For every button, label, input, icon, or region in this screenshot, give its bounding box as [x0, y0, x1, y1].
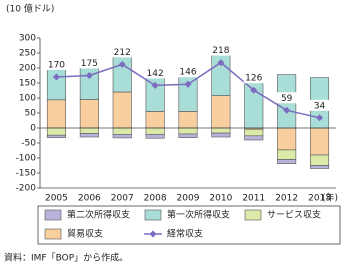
legend-label: 第二次所得収支 — [67, 209, 130, 221]
x-tick-label: 2012 — [275, 194, 298, 204]
y-tick-label: -150 — [16, 169, 37, 179]
legend-swatch — [44, 209, 62, 221]
line-marker — [250, 86, 258, 94]
data-label: 142 — [147, 69, 164, 79]
bar-segment — [277, 159, 297, 164]
line-marker — [151, 81, 159, 89]
data-label: 175 — [81, 59, 98, 69]
bar-segment — [178, 133, 198, 138]
data-label-bg — [178, 66, 198, 78]
y-tick-label: -50 — [21, 139, 36, 149]
legend-label: 貿易収支 — [67, 228, 103, 240]
bar-segment — [310, 154, 330, 166]
y-tick-label: 150 — [19, 79, 36, 89]
data-label: 34 — [314, 101, 326, 111]
bar-segment — [178, 127, 198, 135]
bar-segment — [112, 91, 132, 129]
y-tick-label: 250 — [19, 49, 36, 59]
x-tick-label: 2008 — [144, 194, 167, 204]
x-tick-label: 2007 — [111, 194, 134, 204]
y-tick-label: 50 — [25, 109, 37, 119]
bar-segment — [145, 127, 165, 135]
data-label-bg — [145, 67, 166, 79]
y-tick-label: 300 — [19, 34, 36, 44]
bar-segment — [46, 127, 66, 136]
source-note: 資料：IMF「BOP」から作成。 — [4, 252, 128, 264]
legend-swatch — [244, 209, 262, 221]
bar-segment — [112, 134, 132, 139]
y-tick-label: 200 — [19, 64, 36, 74]
data-label-bg — [276, 92, 297, 104]
bar-segment — [79, 99, 99, 129]
bar-segment — [310, 127, 330, 156]
line-marker — [283, 106, 291, 114]
data-label-bg — [309, 99, 330, 111]
bar-segment — [178, 111, 198, 129]
line-marker — [217, 59, 225, 67]
x-tick-label: 2009 — [177, 194, 200, 204]
x-tick-label: 2010 — [209, 194, 232, 204]
legend-label: 第一次所得収支 — [167, 209, 230, 221]
line-marker — [184, 80, 192, 88]
y-tick-label: -200 — [16, 184, 37, 194]
line-marker — [52, 73, 60, 81]
bar-segment — [79, 127, 99, 134]
bar-segment — [211, 127, 231, 134]
data-label: 218 — [212, 46, 229, 56]
bar-segment — [112, 127, 132, 135]
data-label-bg — [112, 46, 133, 58]
legend-box — [37, 205, 341, 245]
bar-segment — [310, 165, 330, 169]
legend-swatch — [44, 228, 62, 240]
legend-swatch — [144, 209, 162, 221]
x-axis-unit: (年) — [322, 192, 338, 204]
bar-segment — [277, 149, 297, 160]
line-marker — [85, 72, 93, 79]
x-tick-label: 2006 — [78, 194, 101, 204]
y-tick-label: 100 — [19, 94, 36, 104]
data-label: 146 — [179, 68, 196, 78]
bar-segment — [211, 95, 231, 129]
y-axis-title: (10 億ドル) — [6, 3, 54, 15]
line-marker — [118, 60, 126, 68]
legend-label: サービス収支 — [267, 209, 321, 221]
data-label: 212 — [114, 48, 131, 58]
bar-segment — [277, 127, 297, 151]
bar-segment — [46, 99, 66, 129]
legend-label: 経常収支 — [167, 228, 203, 240]
x-tick-label: 2011 — [242, 194, 265, 204]
y-tick-label: -100 — [16, 154, 37, 164]
bar-segment — [46, 134, 66, 138]
bar-segment — [244, 135, 264, 141]
data-label-bg — [46, 59, 67, 70]
bar-segment — [244, 128, 264, 137]
legend-marker — [149, 230, 157, 238]
bar-segment — [145, 111, 165, 129]
data-label-bg — [210, 44, 231, 56]
bar-segment — [145, 134, 165, 139]
x-tick-label: 2013 — [308, 194, 331, 204]
data-label: 59 — [281, 94, 293, 104]
x-tick-label: 2005 — [45, 194, 68, 204]
data-label-bg — [79, 57, 100, 69]
line-marker — [316, 114, 324, 122]
y-tick-label: 0 — [30, 124, 36, 134]
data-label: 126 — [245, 74, 262, 84]
bar-segment — [211, 132, 231, 138]
data-label: 170 — [48, 61, 65, 71]
bar-segment — [79, 133, 99, 138]
data-label-bg — [243, 72, 264, 84]
